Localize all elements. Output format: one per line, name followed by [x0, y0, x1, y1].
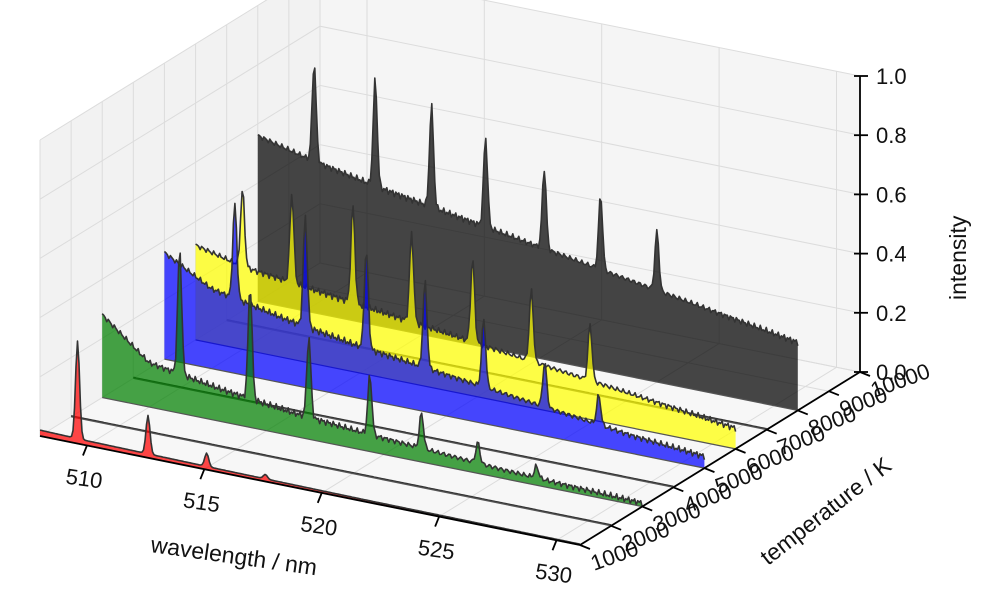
x-tick — [82, 445, 88, 456]
y-tick — [579, 544, 591, 550]
x-tick-label: 510 — [64, 464, 104, 494]
series-area — [40, 341, 580, 545]
series-line — [70, 415, 612, 526]
x-tick-label: 530 — [534, 558, 574, 588]
x-axis-label: wavelength / nm — [148, 531, 318, 580]
y-tick — [610, 524, 622, 531]
z-grid-line — [39, 0, 861, 141]
z-tick-label: 0.6 — [876, 182, 907, 207]
z-tick-label: 0.0 — [876, 360, 907, 385]
z-grid-line — [39, 144, 861, 319]
series-baseline — [102, 396, 643, 508]
y-tick — [797, 409, 809, 416]
z-tick-label: 0.4 — [876, 242, 907, 267]
z-tick-label: 0.2 — [876, 301, 907, 326]
x-tick — [434, 516, 440, 527]
x-tick — [316, 492, 323, 504]
z-tick-label: 0.8 — [876, 123, 907, 148]
x-axis-line — [39, 435, 581, 546]
y-tick — [672, 486, 684, 493]
series-area — [164, 203, 705, 469]
x-tick-label: 525 — [416, 535, 456, 565]
y-tick — [641, 505, 653, 512]
series-line — [163, 202, 706, 460]
y-tick — [735, 448, 746, 454]
x-tick — [199, 468, 206, 480]
y-axis-line — [579, 371, 861, 546]
z-tick-label: 1.0 — [876, 64, 907, 89]
x-tick-label: 515 — [182, 487, 222, 517]
series-line — [101, 252, 643, 507]
series-baseline — [70, 416, 612, 527]
z-axis-label: intensity — [945, 215, 971, 300]
series-line — [39, 340, 581, 545]
series-layer — [39, 67, 799, 546]
y-tick — [766, 428, 778, 435]
series-line — [257, 67, 799, 346]
series-3000K — [101, 252, 643, 508]
series-area — [195, 191, 736, 449]
x-tick — [551, 539, 558, 551]
series-2000K — [70, 415, 612, 527]
x-tick-label: 520 — [299, 511, 339, 541]
y-tick — [828, 390, 840, 397]
z-grid-line — [39, 84, 861, 259]
z-grid-line — [39, 25, 861, 200]
series-line — [195, 190, 737, 432]
y-tick — [704, 467, 715, 473]
